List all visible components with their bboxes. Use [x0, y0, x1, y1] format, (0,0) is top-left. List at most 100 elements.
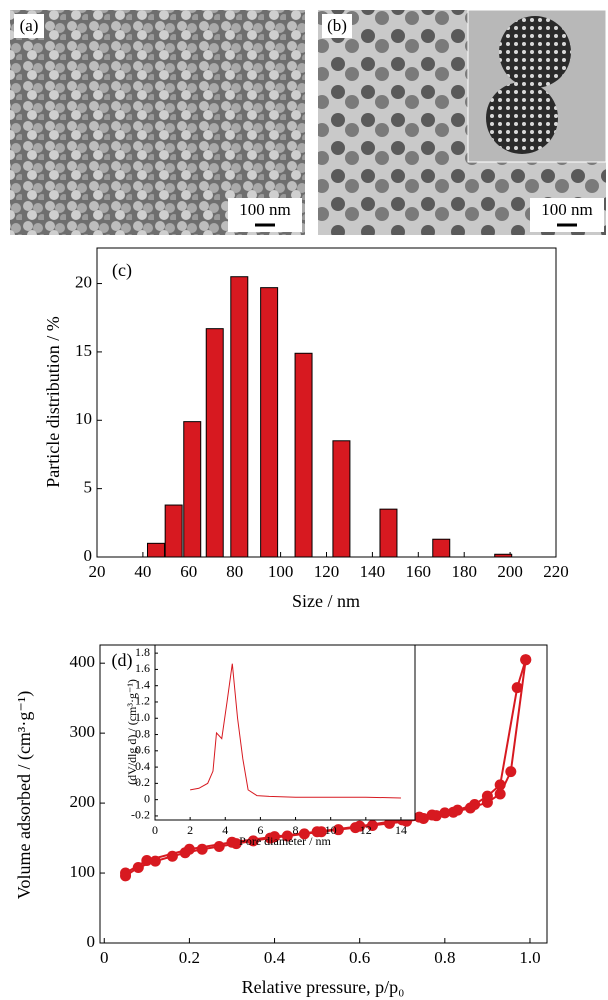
- bar: [294, 352, 313, 558]
- inset-background: [155, 645, 415, 820]
- y-axis-title: Volume adsorbed / (cm³·g⁻¹): [14, 691, 35, 899]
- x-tick-label: 0: [100, 948, 109, 967]
- x-tick-label: 140: [360, 562, 386, 581]
- panel-label: (b): [327, 16, 347, 35]
- y-tick-label: 0: [84, 546, 93, 565]
- x-tick-label: 4: [222, 823, 228, 837]
- data-point: [120, 867, 132, 879]
- bar: [164, 504, 183, 558]
- plot-frame: [154, 644, 416, 821]
- y-tick-label: 300: [70, 722, 96, 741]
- bar: [260, 287, 279, 558]
- x-tick-label: 20: [89, 562, 106, 581]
- x-tick-label: 12: [360, 823, 372, 837]
- data-point: [511, 682, 523, 694]
- data-point: [505, 766, 517, 778]
- y-tick-label: 1.2: [135, 694, 150, 708]
- x-tick-label: 6: [257, 823, 263, 837]
- y-tick-label: 200: [70, 792, 96, 811]
- x-tick-label: 120: [314, 562, 340, 581]
- bar: [183, 421, 202, 558]
- bar: [379, 508, 398, 558]
- x-tick-label: 0.8: [434, 948, 455, 967]
- data-point: [141, 854, 153, 866]
- y-tick-label: 0.8: [135, 726, 150, 740]
- y-tick-label: 1.6: [135, 661, 150, 675]
- y-axis-title: Particle distribution / %: [43, 316, 63, 487]
- y-axis-title: (dV/dlg d) / (cm³·g⁻¹): [125, 679, 139, 785]
- y-tick-label: 1.0: [135, 710, 150, 724]
- x-tick-label: 10: [325, 823, 337, 837]
- x-tick-label: 0.6: [349, 948, 370, 967]
- data-point: [494, 788, 506, 800]
- data-point: [183, 843, 195, 855]
- data-point: [196, 843, 208, 855]
- data-point: [481, 790, 493, 802]
- y-tick-label: -0.2: [131, 808, 150, 822]
- y-tick-label: 0: [87, 932, 96, 951]
- y-tick-label: 0.2: [135, 775, 150, 789]
- data-point: [439, 807, 451, 819]
- bar: [230, 276, 249, 558]
- bar: [432, 538, 451, 558]
- data-point: [226, 836, 238, 848]
- x-tick-label: 160: [406, 562, 432, 581]
- data-point: [213, 840, 225, 852]
- data-point: [452, 804, 464, 816]
- scale-bar-label: 100 nm: [239, 200, 290, 219]
- x-axis-title: Relative pressure, p/p₀: [242, 977, 405, 997]
- data-point: [413, 811, 425, 823]
- y-tick-label: 0.6: [135, 743, 150, 757]
- data-point: [354, 820, 366, 832]
- x-tick-label: 2: [187, 823, 193, 837]
- y-tick-label: 15: [75, 341, 92, 360]
- y-tick-label: 5: [84, 478, 93, 497]
- y-tick-label: 1.8: [135, 645, 150, 659]
- label-box: [14, 14, 44, 38]
- x-axis-title: Pore diameter / nm: [239, 834, 331, 848]
- x-tick-label: 1.0: [519, 948, 540, 967]
- x-tick-label: 180: [451, 562, 477, 581]
- x-tick-label: 60: [180, 562, 197, 581]
- data-point: [269, 831, 281, 843]
- panel-a: (a) 100 nm: [10, 10, 305, 235]
- data-point: [366, 819, 378, 831]
- x-tick-label: 0.4: [264, 948, 286, 967]
- x-tick-label: 200: [497, 562, 523, 581]
- bar: [205, 328, 224, 558]
- x-tick-label: 220: [543, 562, 569, 581]
- y-tick-label: 0.4: [135, 759, 150, 773]
- sem-image: [10, 10, 305, 235]
- data-point: [469, 798, 481, 810]
- y-tick-label: 400: [70, 652, 96, 671]
- y-tick-label: 100: [70, 862, 96, 881]
- data-point: [494, 779, 506, 791]
- y-tick-label: 1.4: [135, 677, 150, 691]
- x-tick-label: 14: [395, 823, 407, 837]
- panel-label: (d): [112, 650, 133, 671]
- y-tick-label: 0: [144, 791, 150, 805]
- panel-label: (c): [112, 260, 132, 281]
- x-tick-label: 80: [226, 562, 243, 581]
- bar: [494, 553, 513, 558]
- label-box: [322, 14, 352, 38]
- y-tick-label: 20: [75, 272, 92, 291]
- scale-bar-label: 100 nm: [541, 200, 592, 219]
- panel-label: (a): [20, 16, 39, 35]
- x-tick-label: 0: [152, 823, 158, 837]
- sphere: [499, 16, 571, 88]
- x-tick-label: 100: [268, 562, 294, 581]
- panel-b: (b) 100 nm: [318, 9, 607, 235]
- y-tick-label: 10: [75, 409, 92, 428]
- sphere: [486, 82, 558, 154]
- data-point: [520, 654, 532, 666]
- data-point: [311, 826, 323, 838]
- bar: [332, 440, 351, 558]
- x-axis-title: Size / nm: [292, 591, 360, 611]
- x-tick-label: 0.2: [179, 948, 200, 967]
- bar: [146, 542, 165, 558]
- data-point: [426, 809, 438, 821]
- x-tick-label: 40: [134, 562, 151, 581]
- data-line: [190, 663, 401, 799]
